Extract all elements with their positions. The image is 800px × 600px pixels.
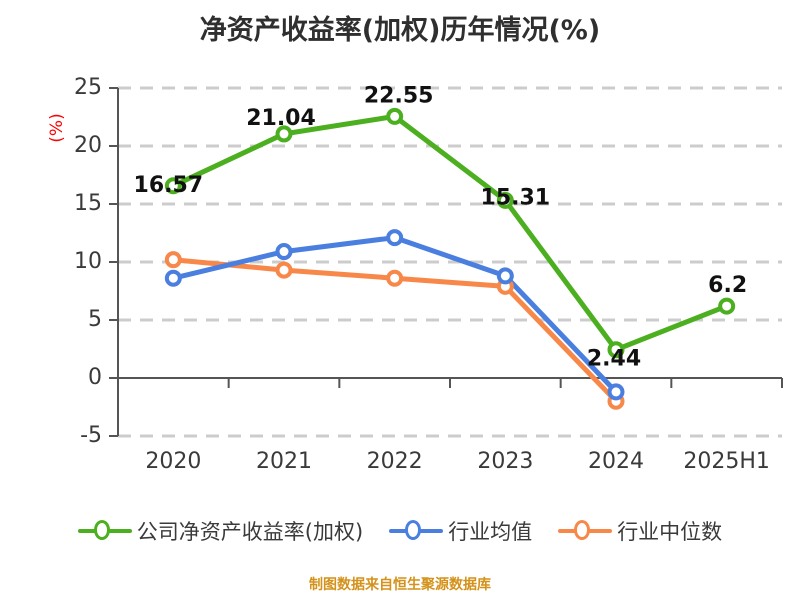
data-point-label: 15.31 <box>481 185 551 210</box>
y-axis-ticks <box>109 87 118 437</box>
data-point <box>718 297 736 315</box>
data-point-label: 16.57 <box>134 173 204 198</box>
data-point-label: 21.04 <box>246 106 316 131</box>
y-axis-unit-text: (%) <box>47 113 67 142</box>
chart-legend: 公司净资产收益率(加权) 行业均值 行业中位数 <box>0 516 800 546</box>
series-lines <box>170 113 730 404</box>
y-axis-tick-labels: 25 20 15 10 5 0 -5 <box>74 75 102 448</box>
y-axis-unit-label: (%) <box>47 113 67 142</box>
x-tick-label: 2024 <box>588 449 644 474</box>
data-point <box>607 341 625 359</box>
x-tick-label: 2021 <box>256 449 312 474</box>
x-axis-ticks <box>117 378 783 388</box>
data-point <box>386 107 404 125</box>
y-tick-label: 25 <box>74 75 102 100</box>
chart-title: 净资产收益率(加权)历年情况(%) <box>199 15 601 46</box>
legend-label-industry-mean: 行业均值 <box>448 520 533 544</box>
legend-item-industry-mean[interactable]: 行业均值 <box>389 516 532 546</box>
data-point <box>275 125 293 143</box>
y-tick-label: 5 <box>88 307 102 332</box>
y-tick-label: 15 <box>74 191 102 216</box>
x-tick-label: 2022 <box>367 449 423 474</box>
legend-item-industry-median[interactable]: 行业中位数 <box>558 516 722 546</box>
data-point <box>496 267 514 285</box>
y-tick-label: -5 <box>80 423 102 448</box>
data-point <box>164 177 182 195</box>
data-point <box>386 269 404 287</box>
legend-item-company[interactable]: 公司净资产收益率(加权) <box>77 516 364 546</box>
chart-source-note: 制图数据来自恒生聚源数据库 <box>309 577 491 593</box>
data-point <box>496 191 514 209</box>
data-point-label: 22.55 <box>364 83 434 108</box>
data-point <box>386 229 404 247</box>
legend-marker-industry-median <box>558 520 613 542</box>
gridlines <box>118 86 782 438</box>
data-point-labels: 16.57 21.04 22.55 15.31 2.44 6.2 <box>134 83 748 371</box>
x-tick-label: 2020 <box>145 449 201 474</box>
data-point <box>164 269 182 287</box>
legend-label-industry-median: 行业中位数 <box>617 520 723 544</box>
data-point <box>607 383 625 401</box>
legend-marker-industry-mean <box>389 520 444 542</box>
y-tick-label: 20 <box>74 133 102 158</box>
data-point <box>164 251 182 269</box>
series-points <box>164 107 736 410</box>
y-tick-label: 0 <box>88 365 102 390</box>
legend-label-company: 公司净资产收益率(加权) <box>136 520 364 544</box>
y-tick-label: 10 <box>74 249 102 274</box>
x-tick-label: 2025H1 <box>683 449 770 474</box>
data-point <box>275 261 293 279</box>
series-line <box>170 113 730 353</box>
x-tick-label: 2023 <box>477 449 533 474</box>
x-axis-tick-labels: 2020 2021 2022 2023 2024 2025H1 <box>145 449 770 474</box>
legend-marker-company <box>77 520 132 542</box>
data-point-label: 6.2 <box>708 273 747 298</box>
data-point <box>275 243 293 261</box>
data-point-label: 2.44 <box>587 347 641 372</box>
